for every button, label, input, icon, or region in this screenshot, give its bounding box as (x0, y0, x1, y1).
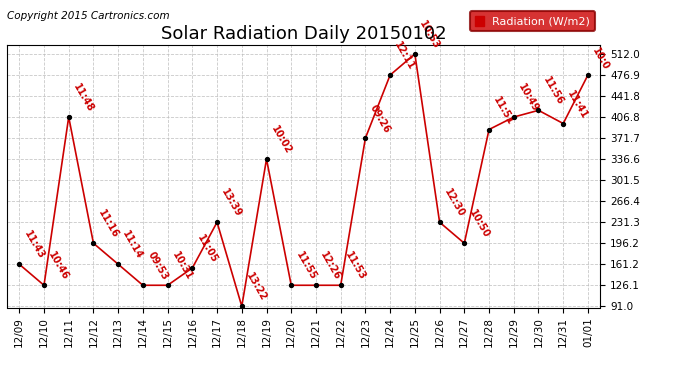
Text: 11:48: 11:48 (71, 82, 95, 114)
Text: 10:31: 10:31 (170, 251, 195, 282)
Text: 13:22: 13:22 (244, 272, 268, 303)
Point (484, 126, 495, 132)
Point (459, 240, 470, 246)
Text: 10:49: 10:49 (516, 82, 540, 114)
Text: 11:05: 11:05 (195, 233, 219, 265)
Text: 09:26: 09:26 (368, 103, 392, 135)
Text: 10:53: 10:53 (417, 19, 442, 51)
Text: 11:53: 11:53 (343, 251, 367, 282)
Text: 11:43: 11:43 (22, 230, 46, 261)
Text: 10:02: 10:02 (269, 124, 293, 156)
Point (162, 282, 173, 288)
Text: 12:30: 12:30 (442, 188, 466, 219)
Text: 10:50: 10:50 (466, 209, 491, 240)
Point (261, 156, 272, 162)
Point (88, 240, 99, 246)
Point (14, 261, 25, 267)
Point (384, 72, 395, 78)
Text: 13:39: 13:39 (219, 188, 244, 219)
Point (310, 282, 322, 288)
Point (509, 114, 520, 120)
Text: 11:51: 11:51 (491, 94, 515, 126)
Text: Copyright 2015 Cartronics.com: Copyright 2015 Cartronics.com (7, 11, 170, 21)
Point (533, 107, 544, 113)
Text: 11:55: 11:55 (294, 251, 318, 282)
Text: 12:26: 12:26 (318, 251, 343, 282)
Text: 11:56: 11:56 (541, 75, 565, 107)
Point (39, 282, 50, 288)
Point (212, 219, 223, 225)
Point (335, 282, 346, 288)
Point (409, 51, 420, 57)
Text: 11:16: 11:16 (96, 209, 120, 240)
Text: 10:46: 10:46 (46, 251, 70, 282)
Title: Solar Radiation Daily 20150102: Solar Radiation Daily 20150102 (161, 26, 446, 44)
Point (63, 114, 75, 120)
Point (137, 282, 148, 288)
Point (236, 303, 247, 309)
Text: 11:41: 11:41 (566, 88, 590, 120)
Point (187, 265, 198, 271)
Point (582, 72, 593, 78)
Text: 11:14: 11:14 (121, 230, 145, 261)
Point (360, 135, 371, 141)
Point (112, 261, 124, 267)
Legend: Radiation (W/m2): Radiation (W/m2) (470, 11, 595, 31)
Point (286, 282, 297, 288)
Text: 10:0: 10:0 (591, 46, 611, 72)
Text: 09:53: 09:53 (146, 251, 170, 282)
Text: 12:11: 12:11 (393, 40, 417, 72)
Point (434, 219, 445, 225)
Point (558, 120, 569, 126)
